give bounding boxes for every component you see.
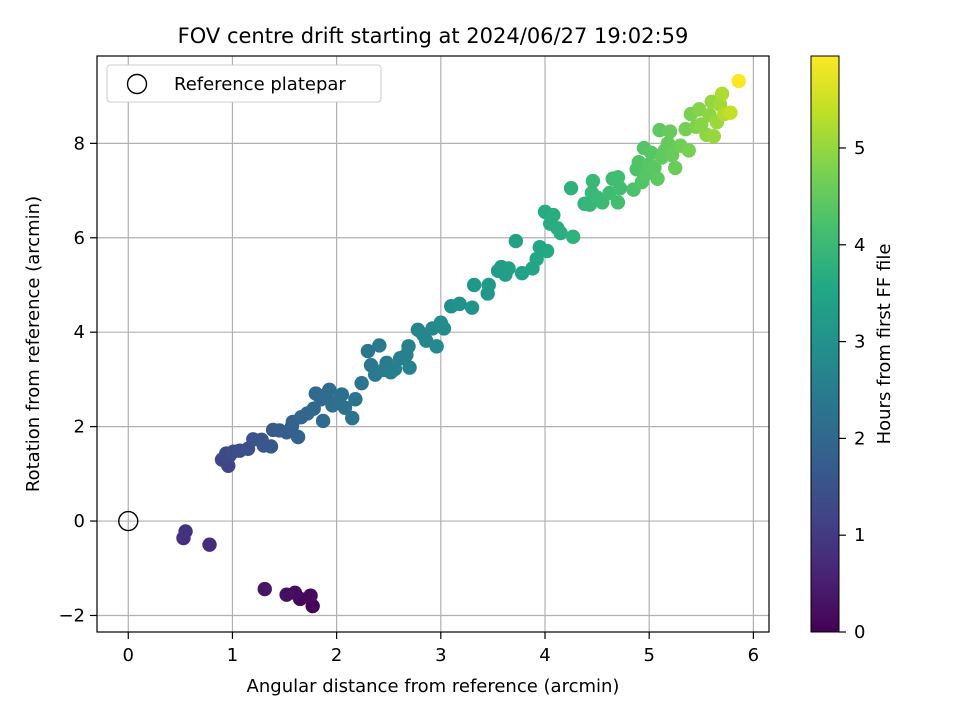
x-tick-label: 5	[643, 645, 654, 666]
scatter-point	[436, 321, 452, 336]
legend: Reference platepar	[106, 64, 382, 103]
x-tick-label: 2	[331, 645, 342, 666]
y-tick-label: −2	[58, 605, 85, 626]
x-tick-label: 3	[435, 645, 446, 666]
scatter-point	[372, 338, 387, 353]
colorbar-tick-label: 4	[854, 235, 865, 256]
scatter-point	[429, 339, 444, 354]
scatter-point	[402, 360, 417, 375]
colorbar: 0 1 2 3 4 5 Hours from first FF file	[810, 55, 895, 643]
reference-marker	[118, 510, 139, 532]
scatter-point	[714, 86, 730, 101]
scatter-point	[290, 429, 306, 445]
scatter-point	[647, 160, 662, 176]
scatter-point	[322, 382, 337, 397]
colorbar-label: Hours from first FF file	[874, 244, 895, 445]
x-tick-label: 1	[227, 645, 238, 666]
scatter-point	[279, 587, 294, 602]
scatter-point	[501, 261, 516, 276]
scatter-point	[610, 195, 626, 210]
scatter-point	[263, 439, 279, 454]
legend-entry-label: Reference platepar	[174, 74, 346, 95]
y-tick-label: 8	[74, 133, 85, 154]
scatter-point	[553, 225, 568, 241]
scatter-point	[650, 171, 665, 186]
plot-area-frame	[96, 55, 770, 633]
scatter-point	[668, 160, 683, 176]
y-tick-label: 2	[74, 417, 85, 438]
scatter-point	[466, 277, 482, 293]
scatter-point	[508, 233, 524, 249]
scatter-point	[664, 147, 680, 163]
scatter-point	[334, 387, 350, 402]
y-axis-ticks: −2 0 2 4 6 8	[58, 133, 97, 626]
scatter-point	[662, 124, 678, 139]
scatter-point	[315, 413, 331, 429]
scatter-point	[660, 136, 676, 151]
scatter-point	[585, 173, 601, 189]
scatter-point	[401, 339, 416, 354]
y-tick-label: 6	[74, 228, 85, 249]
scatter-point	[612, 180, 628, 196]
scatter-point	[610, 170, 626, 185]
x-axis-label: Angular distance from reference (arcmin)	[247, 676, 620, 697]
scatter-point	[529, 251, 544, 267]
colorbar-gradient	[810, 55, 840, 633]
scatter-point	[452, 296, 467, 312]
colorbar-tick-label: 0	[854, 622, 865, 643]
scatter-point	[731, 73, 746, 89]
scatter-point	[565, 229, 581, 245]
scatter-point	[706, 129, 721, 144]
scatter-point	[539, 243, 555, 259]
scatter-point	[354, 375, 369, 391]
y-tick-label: 4	[74, 322, 85, 343]
colorbar-tick-label: 1	[854, 525, 865, 546]
scatter-point	[481, 277, 496, 293]
y-tick-label: 0	[74, 511, 85, 532]
scatter-point	[345, 410, 360, 426]
scatter-point	[303, 588, 318, 603]
reference-point	[118, 510, 139, 532]
scatter-point	[202, 537, 217, 552]
scatter-point	[681, 143, 696, 158]
scatter-point	[360, 343, 376, 359]
scatter-point	[546, 207, 561, 223]
scatter-point	[723, 105, 738, 120]
scatter-point	[387, 361, 403, 377]
colorbar-tick-label: 5	[854, 138, 865, 159]
x-tick-label: 4	[539, 645, 550, 666]
x-tick-label: 6	[748, 645, 759, 666]
x-axis-ticks: 0 1 2 3 4 5 6	[123, 632, 759, 666]
colorbar-ticks: 0 1 2 3 4 5	[839, 138, 865, 643]
x-tick-label: 0	[123, 645, 134, 666]
colorbar-tick-label: 2	[854, 428, 865, 449]
chart-title: FOV centre drift starting at 2024/06/27 …	[178, 24, 689, 48]
scatter-point	[337, 400, 353, 415]
scatter-point	[464, 300, 480, 315]
scatter-point	[348, 392, 363, 407]
legend-box	[106, 64, 382, 103]
data-points	[176, 73, 746, 614]
scatter-point	[178, 524, 193, 539]
legend-reference-marker	[126, 73, 148, 95]
scatter-point	[563, 180, 579, 196]
colorbar-tick-label: 3	[854, 332, 865, 353]
y-axis-label: Rotation from reference (arcmin)	[23, 196, 44, 492]
scatter-point	[257, 581, 272, 597]
